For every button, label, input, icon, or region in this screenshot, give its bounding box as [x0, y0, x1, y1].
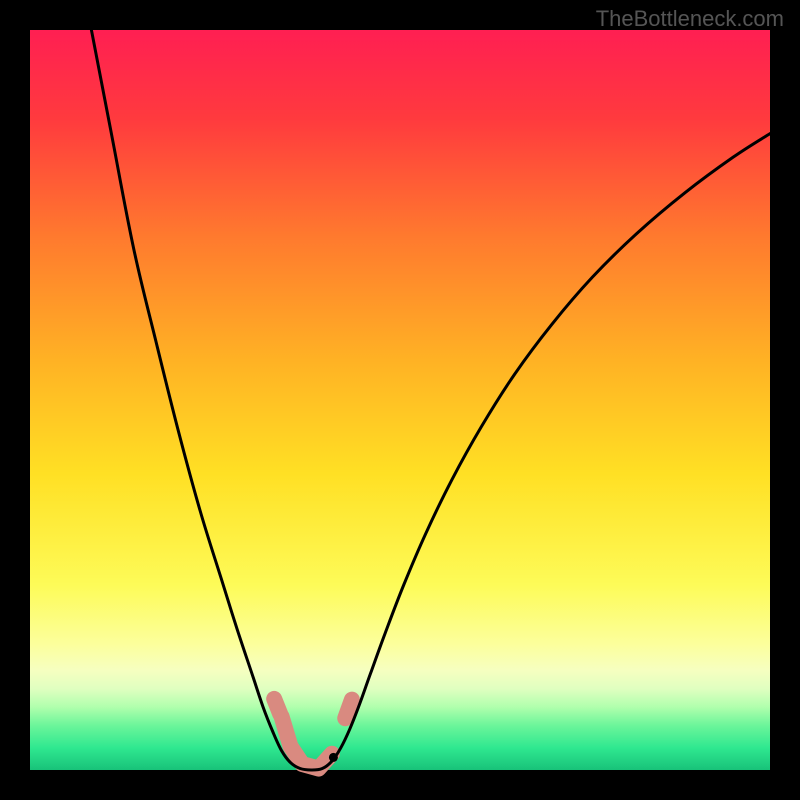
- plot-background: [30, 30, 770, 770]
- optimal-point-marker: [329, 753, 338, 762]
- chart-frame: TheBottleneck.com: [0, 0, 800, 800]
- watermark-text: TheBottleneck.com: [596, 6, 784, 32]
- bottleneck-chart: [0, 0, 800, 800]
